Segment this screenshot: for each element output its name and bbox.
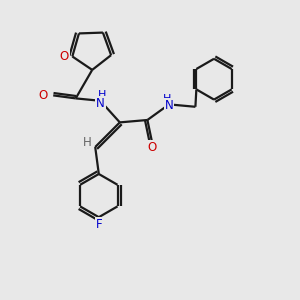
Text: H: H [98, 90, 106, 100]
Text: H: H [163, 94, 172, 104]
Text: F: F [95, 218, 102, 231]
Text: O: O [59, 50, 69, 63]
Text: O: O [147, 141, 157, 154]
Text: H: H [82, 136, 91, 149]
Text: N: N [165, 99, 173, 112]
Text: N: N [96, 97, 105, 110]
Text: O: O [39, 89, 48, 102]
